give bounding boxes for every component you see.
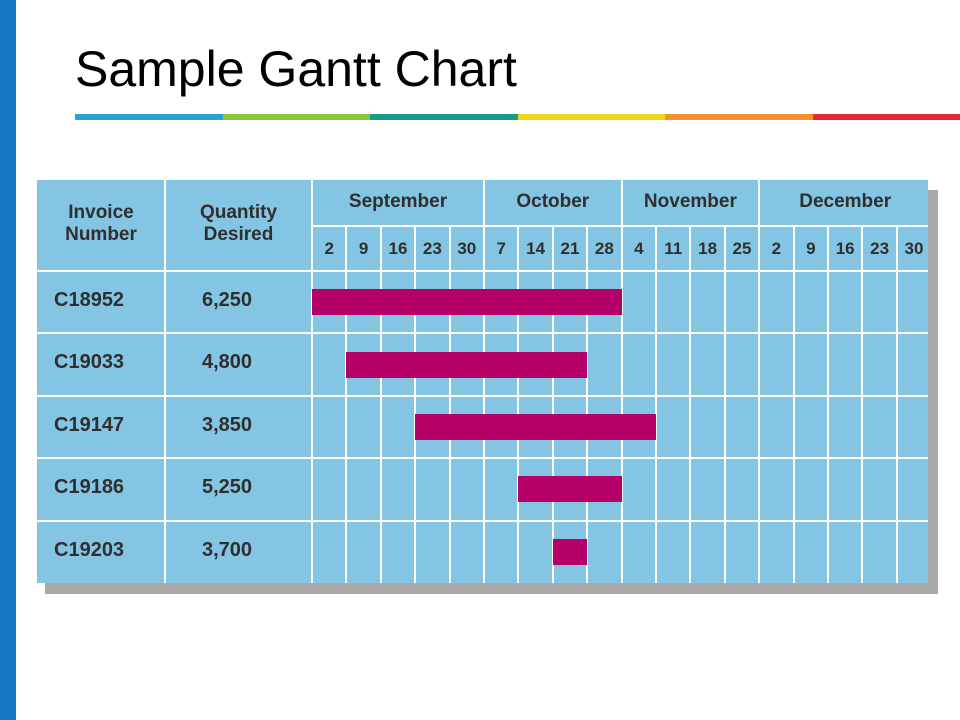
grid-line-horizontal <box>37 394 928 397</box>
title-underline <box>75 114 960 120</box>
week-label: 18 <box>698 239 718 258</box>
slide-side-bar <box>0 0 16 720</box>
week-label: 16 <box>835 239 855 258</box>
quantity-cell: 3,850 <box>202 413 253 436</box>
week-label: 16 <box>388 239 408 258</box>
week-label: 30 <box>904 239 924 258</box>
title-underline-segment <box>665 114 814 120</box>
invoice-number-cell: C19033 <box>54 351 125 374</box>
week-label: 23 <box>870 239 890 258</box>
title-underline-segment <box>222 114 371 120</box>
quantity-cell: 3,700 <box>202 538 253 561</box>
invoice-number-cell: C19203 <box>54 538 125 561</box>
grid-line-horizontal <box>37 457 928 460</box>
column-header-quantity: Quantity Desired <box>199 202 278 245</box>
grid-line-vertical <box>483 180 485 583</box>
week-label: 25 <box>732 239 752 258</box>
grid-line-vertical <box>723 226 726 583</box>
invoice-number-cell: C19186 <box>54 476 125 499</box>
week-label: 9 <box>358 239 369 258</box>
gantt-chart: Invoice Number Quantity Desired September O… <box>37 180 928 583</box>
grid-line-vertical <box>379 226 382 583</box>
week-label: 23 <box>422 239 442 258</box>
quantity-cell: 4,800 <box>202 351 253 374</box>
invoice-number-cell: C19147 <box>54 413 125 436</box>
grid-line-vertical <box>414 226 417 583</box>
title-underline-segment <box>370 114 519 120</box>
invoice-number-cell: C18952 <box>54 289 125 311</box>
title-underline-segment <box>517 114 666 120</box>
grid-line-horizontal <box>37 332 928 335</box>
grid-line-horizontal <box>37 270 928 272</box>
title-underline-segment <box>75 114 224 120</box>
grid-line-vertical <box>620 180 623 583</box>
grid-line-vertical <box>345 226 348 583</box>
week-label: 30 <box>457 239 477 258</box>
week-label: 14 <box>526 239 546 258</box>
quantity-cell: 5,250 <box>202 476 253 499</box>
month-header: November <box>643 191 737 212</box>
grid-line-vertical <box>655 226 657 583</box>
grid-line-vertical <box>792 226 795 583</box>
grid-line-vertical <box>586 226 589 583</box>
grid-line-vertical <box>164 180 166 583</box>
week-label: 21 <box>560 239 580 258</box>
grid-line-vertical <box>551 226 554 583</box>
week-label: 28 <box>594 239 614 258</box>
gantt-bar <box>552 538 588 565</box>
week-label: 2 <box>771 239 782 258</box>
gantt-bar <box>518 476 622 503</box>
title-underline-segment <box>812 114 960 120</box>
week-label: 7 <box>496 239 506 258</box>
slide-title: Sample Gantt Chart <box>75 41 517 97</box>
grid-line-horizontal <box>37 519 928 522</box>
gantt-bar <box>346 351 588 378</box>
week-label: 2 <box>324 239 334 258</box>
grid-line-vertical <box>758 180 761 583</box>
gantt-bar <box>415 414 656 440</box>
grid-line-vertical <box>689 226 692 583</box>
week-label: 4 <box>634 239 644 258</box>
month-header: September <box>348 191 448 212</box>
grid-line-horizontal <box>312 225 928 227</box>
grid-line-vertical <box>895 226 898 583</box>
month-header: October <box>516 191 590 212</box>
grid-line-vertical <box>448 226 451 583</box>
gantt-bar <box>312 289 622 316</box>
grid-line-vertical <box>827 226 829 583</box>
grid-line-vertical <box>311 180 313 583</box>
grid-line-vertical <box>517 226 520 583</box>
week-label: 11 <box>664 239 683 258</box>
week-label: 9 <box>806 239 816 258</box>
grid-line-vertical <box>861 226 864 583</box>
quantity-cell: 6,250 <box>202 289 253 311</box>
column-header-invoice: Invoice Number <box>65 202 137 245</box>
month-header: December <box>799 191 892 212</box>
